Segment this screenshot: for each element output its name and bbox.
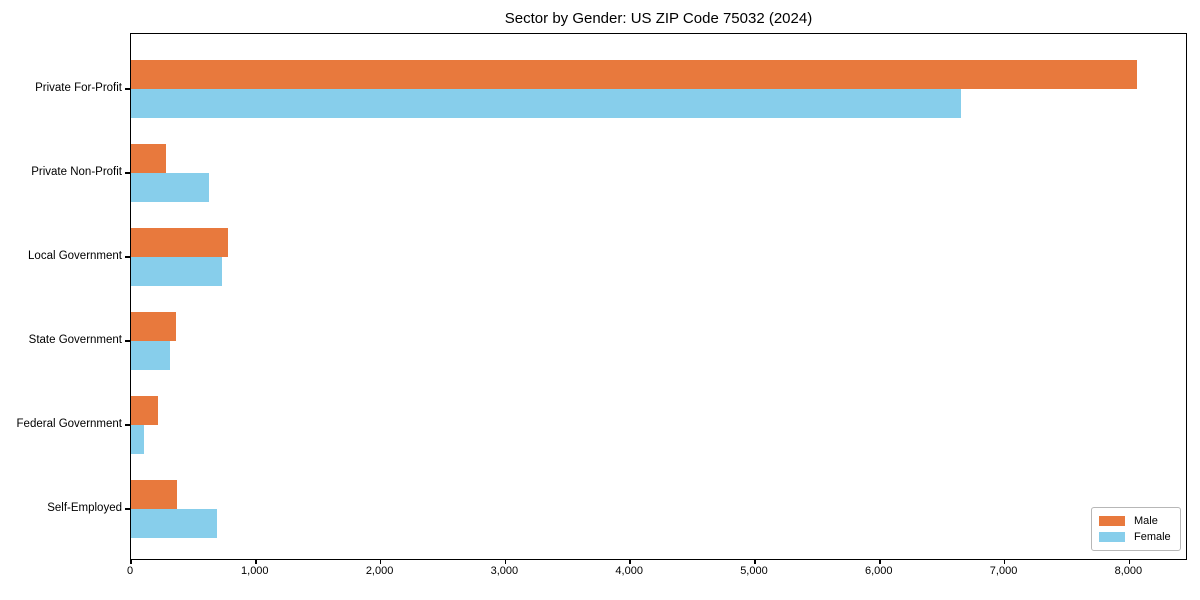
y-tick-label: Private For-Profit [35, 82, 122, 94]
legend-label-male: Male [1134, 515, 1158, 527]
x-tick-mark [754, 559, 756, 564]
x-axis-labels: 0 1,000 2,000 3,000 4,000 5,000 6,000 7,000 8,00… [126, 565, 1187, 585]
bar-male-5 [131, 396, 158, 425]
y-tick-mark [125, 256, 131, 258]
x-tick-mark [255, 559, 257, 564]
x-tick-mark [504, 559, 507, 564]
x-tick-label: 1,000 [241, 565, 269, 577]
y-tick-label: Local Government [28, 250, 122, 262]
bar-female-1 [131, 89, 961, 118]
x-tick-mark [629, 559, 631, 564]
female-color-swatch [1099, 532, 1125, 542]
bar-male-2 [131, 144, 166, 173]
legend-entry-male: Male [1099, 513, 1172, 529]
x-tick-label: 8,000 [1114, 565, 1143, 577]
bar-female-2 [131, 173, 209, 202]
x-tick-mark [879, 559, 881, 564]
x-tick-label: 4,000 [615, 565, 643, 577]
x-tick-mark [1128, 559, 1131, 564]
bar-female-6 [131, 509, 218, 538]
bar-male-3 [131, 228, 229, 257]
y-axis-labels: Private For-Profit Private Non-Profit Loca… [0, 33, 122, 560]
x-tick-label: 2,000 [365, 565, 394, 577]
x-tick-label: 3,000 [490, 565, 519, 577]
bar-female-3 [131, 257, 222, 286]
bar-female-4 [131, 341, 170, 370]
x-tick-mark [1003, 559, 1006, 564]
x-tick-label: 6,000 [864, 565, 893, 577]
chart-title: Sector by Gender: US ZIP Code 75032 (202… [504, 10, 813, 27]
plot-area [125, 33, 1187, 564]
x-tick-mark [130, 559, 132, 564]
bar-female-5 [131, 425, 145, 454]
y-tick-label: Private Non-Profit [31, 166, 122, 178]
y-tick-label: Federal Government [16, 418, 122, 430]
legend-label-female: Female [1134, 531, 1171, 543]
y-tick-mark [125, 88, 131, 90]
y-tick-mark [125, 508, 131, 510]
y-tick-mark [125, 172, 131, 174]
x-tick-label: 5,000 [740, 565, 768, 577]
x-tick-label: 0 [126, 565, 134, 577]
y-tick-label: State Government [28, 334, 122, 346]
y-tick-label: Self-Employed [47, 502, 122, 514]
x-tick-mark [379, 559, 382, 564]
legend: Male Female [1091, 507, 1181, 551]
bar-male-6 [131, 480, 177, 509]
y-tick-mark [125, 424, 131, 426]
x-tick-label: 7,000 [989, 565, 1018, 577]
bar-male-1 [131, 60, 1137, 89]
y-tick-mark [125, 340, 131, 342]
male-color-swatch [1099, 516, 1125, 526]
legend-entry-female: Female [1099, 529, 1172, 545]
bar-male-4 [131, 312, 176, 341]
